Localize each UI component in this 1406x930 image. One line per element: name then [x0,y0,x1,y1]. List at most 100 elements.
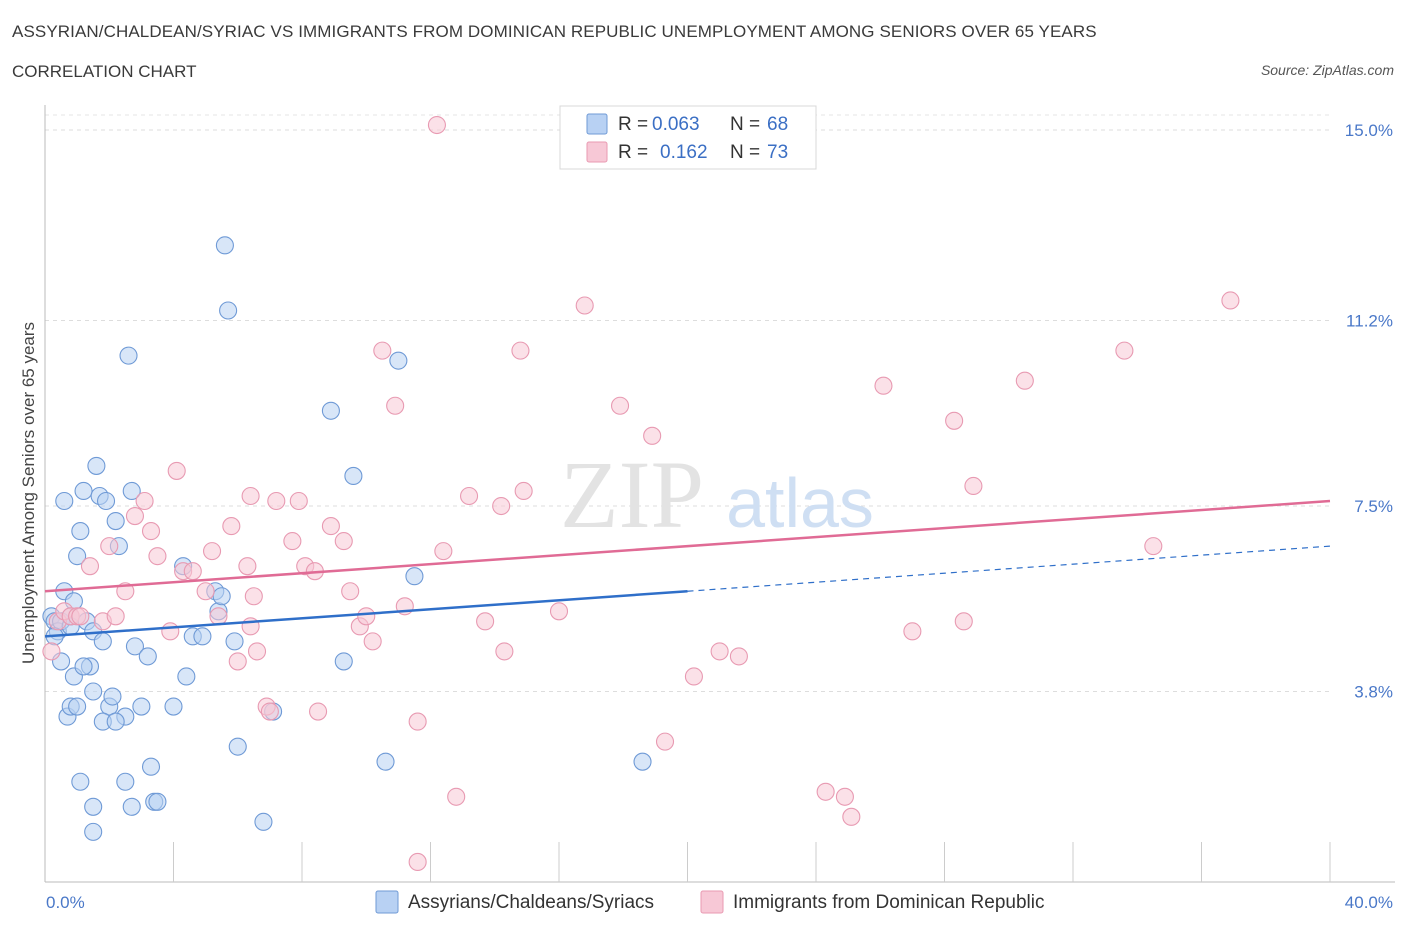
dominican-point [267,491,286,511]
assyrian-point [84,822,103,841]
dominican-point [954,612,973,631]
dominican-point [357,607,376,626]
dominican-point [334,532,353,551]
dominican-point [228,652,247,671]
axes [44,105,1395,883]
bottom-legend-label-blue: Assyrians/Chaldeans/Syriacs [408,892,654,913]
dominican-point [835,787,854,806]
dominican-point [283,532,302,551]
assyrian-point [193,627,212,646]
assyrian-point [122,481,141,501]
dominican-point [309,702,328,721]
assyrian-point [87,456,106,475]
assyrian-point [74,481,93,501]
dominican-point [222,517,241,536]
assyrian-point [132,697,151,716]
assyrian-point [84,797,103,816]
legend-r-value-pink: 0.162 [660,142,708,163]
dominican-point [964,476,983,496]
dominican-point [514,481,533,501]
assyrian-point [376,752,395,771]
dominican-point [106,607,125,626]
watermark-atlas: atlas [726,464,874,542]
y-tick-labels: 3.8% 7.5% 11.2% 15.0% [1345,121,1393,701]
dominican-point [495,642,514,661]
bottom-legend-swatch-blue [375,890,399,914]
legend: R = 0.063 N = 68 R = 0.162 N = 73 [559,105,817,170]
dominican-point [209,607,228,626]
dominican-point [729,647,748,666]
dominican-point [135,491,154,511]
y-tick-label: 15.0% [1345,121,1393,140]
assyrian-point [219,301,238,320]
dominican-point [476,612,495,631]
legend-n-value-pink: 73 [767,142,788,163]
x-tick-label-min: 0.0% [46,893,85,912]
assyrian-point [344,466,363,485]
dominican-point [492,496,511,516]
dominican-point [141,522,161,541]
assyrian-point [122,797,141,816]
assyrian-point [212,587,231,606]
bottom-legend-swatch-pink [700,890,724,914]
assyrian-point [106,712,125,731]
legend-n-label-pink: N = [730,142,760,163]
dominican-point [241,486,260,506]
assyrian-point [93,632,112,651]
dominican-point [183,562,202,581]
dominican-point [260,702,279,721]
grid-lines [45,114,1330,693]
trend-lines [44,499,1331,638]
dominican-point [874,376,893,395]
assyrian-point [141,757,161,776]
legend-r-label-blue: R = [618,114,648,135]
dominican-point [341,582,360,601]
dominican-point [1144,537,1163,556]
chart-title: ASSYRIAN/CHALDEAN/SYRIAC VS IMMIGRANTS F… [12,22,1097,41]
assyrian-point [71,772,90,791]
dominican-point [196,582,215,601]
assyrian-point [334,652,353,671]
assyrian-point [405,567,424,586]
dominican-point [643,426,662,445]
dominican-point [434,542,453,561]
legend-r-value-blue: 0.063 [652,114,700,135]
y-tick-label: 11.2% [1346,312,1393,331]
assyrian-point [96,491,116,511]
dominican-point [386,396,405,415]
dominican-point [408,852,427,871]
assyrian-point [116,772,135,791]
dominican-point [71,607,90,626]
dominican-point [610,396,630,415]
assyrian-point [225,632,244,651]
dominican-point [244,587,263,606]
x-tick-labels: 0.0% 40.0% [46,893,1393,912]
legend-swatch-pink [586,141,608,163]
dominican-point [684,667,703,686]
dominican-point [1115,341,1134,360]
dominican-point [816,782,835,801]
assyrian-point [68,547,87,566]
dominican-point [321,517,340,536]
dominican-trend-line [44,499,1331,593]
assyrian-point [228,737,247,756]
assyrian-point [177,667,196,686]
assyrian-trend-extension [687,545,1331,592]
dominican-point [247,642,267,661]
x-tick-label-max: 40.0% [1345,893,1393,912]
y-tick-label: 7.5% [1354,497,1393,516]
y-tick-label: 3.8% [1354,683,1393,702]
dominican-point [100,537,119,556]
assyrian-point [138,647,157,666]
bottom-legend: Assyrians/Chaldeans/Syriacs Immigrants f… [375,890,1045,914]
dominican-point [459,486,479,506]
y-axis-label: Unemployment Among Seniors over 65 years [19,322,38,664]
dominican-point [903,622,922,641]
dominican-point [42,642,61,661]
dominican-point [148,547,167,566]
assyrian-point [106,512,125,531]
dominican-point [549,602,569,621]
dominican-point [710,642,729,661]
assyrian-point [633,752,652,771]
